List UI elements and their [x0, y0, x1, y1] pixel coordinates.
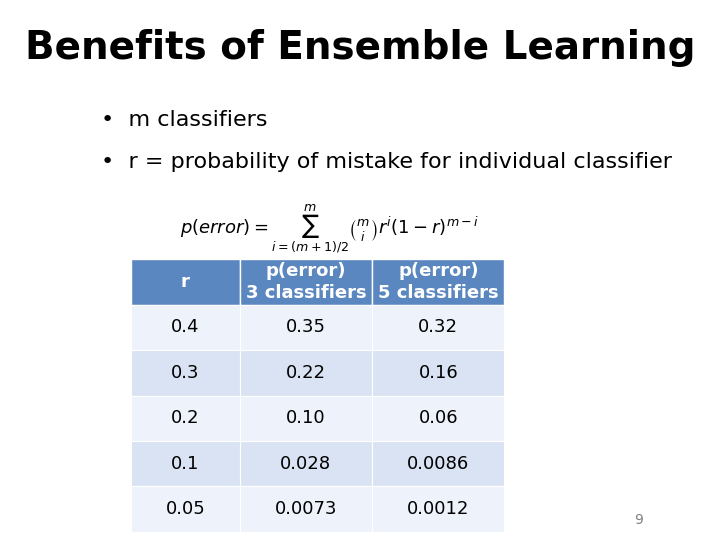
FancyBboxPatch shape: [131, 487, 240, 532]
Text: 0.4: 0.4: [171, 319, 199, 336]
Text: p(error)
3 classifiers: p(error) 3 classifiers: [246, 262, 366, 302]
Text: 0.10: 0.10: [286, 409, 325, 427]
Text: 0.06: 0.06: [418, 409, 458, 427]
FancyBboxPatch shape: [131, 259, 240, 305]
Text: 0.35: 0.35: [286, 319, 326, 336]
Text: r: r: [181, 273, 190, 291]
FancyBboxPatch shape: [131, 396, 240, 441]
FancyBboxPatch shape: [372, 396, 505, 441]
Text: 0.0012: 0.0012: [407, 500, 469, 518]
Text: 0.3: 0.3: [171, 364, 199, 382]
FancyBboxPatch shape: [131, 350, 240, 396]
FancyBboxPatch shape: [240, 305, 372, 350]
Text: 0.05: 0.05: [166, 500, 205, 518]
FancyBboxPatch shape: [131, 305, 240, 350]
FancyBboxPatch shape: [372, 350, 505, 396]
Text: 0.0073: 0.0073: [274, 500, 337, 518]
Text: Benefits of Ensemble Learning: Benefits of Ensemble Learning: [24, 30, 696, 68]
FancyBboxPatch shape: [240, 441, 372, 487]
Text: 0.028: 0.028: [280, 455, 331, 472]
Text: $p(error)= \sum_{i=(m+1)/2}^{m} \binom{m}{i} r^i(1-r)^{m-i}$: $p(error)= \sum_{i=(m+1)/2}^{m} \binom{m…: [180, 203, 480, 256]
Text: 0.0086: 0.0086: [407, 455, 469, 472]
FancyBboxPatch shape: [372, 441, 505, 487]
Text: 9: 9: [634, 512, 643, 526]
FancyBboxPatch shape: [372, 487, 505, 532]
Text: 0.32: 0.32: [418, 319, 458, 336]
FancyBboxPatch shape: [240, 350, 372, 396]
Text: 0.16: 0.16: [418, 364, 458, 382]
Text: •  m classifiers: • m classifiers: [102, 110, 268, 130]
Text: 0.22: 0.22: [286, 364, 326, 382]
FancyBboxPatch shape: [372, 259, 505, 305]
FancyBboxPatch shape: [131, 441, 240, 487]
Text: 0.2: 0.2: [171, 409, 199, 427]
Text: 0.1: 0.1: [171, 455, 199, 472]
FancyBboxPatch shape: [240, 396, 372, 441]
FancyBboxPatch shape: [372, 305, 505, 350]
FancyBboxPatch shape: [240, 487, 372, 532]
Text: p(error)
5 classifiers: p(error) 5 classifiers: [378, 262, 498, 302]
FancyBboxPatch shape: [240, 259, 372, 305]
Text: •  r = probability of mistake for individual classifier: • r = probability of mistake for individ…: [102, 152, 672, 172]
